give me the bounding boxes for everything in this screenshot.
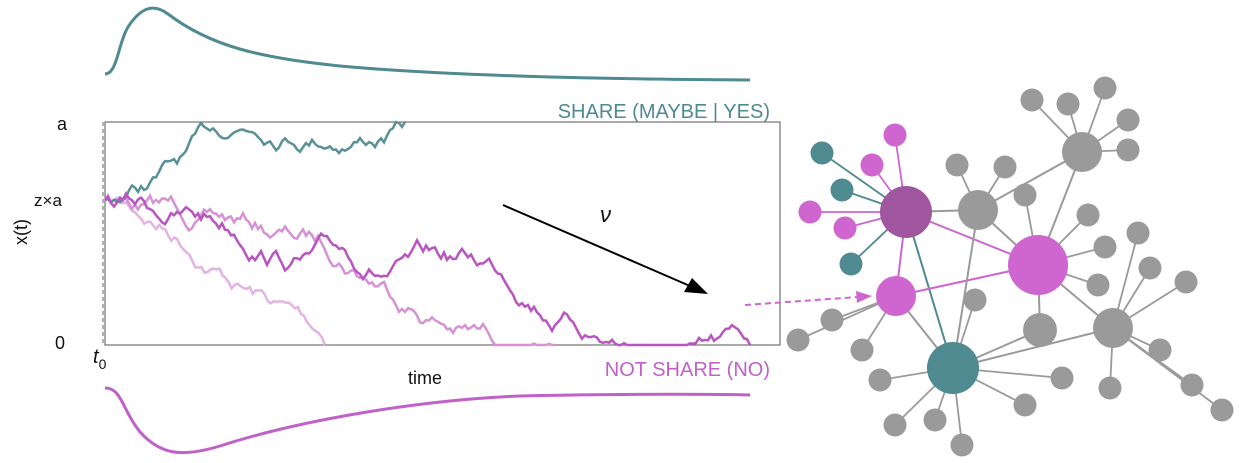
drift-label: ν [600, 202, 611, 227]
not-share-density [104, 386, 751, 455]
hub-node [876, 276, 916, 316]
start-point: z×a [34, 191, 62, 210]
node [1093, 235, 1117, 259]
y-axis-label: x(t) [11, 219, 31, 245]
node [798, 200, 822, 224]
node [923, 408, 947, 432]
walks [103, 120, 752, 347]
edge [952, 209, 979, 369]
node [810, 141, 834, 165]
node [1116, 138, 1140, 162]
share-label: SHARE (MAYBE | YES) [558, 101, 770, 123]
node [1086, 273, 1110, 297]
edge [1112, 327, 1223, 411]
walk [104, 120, 407, 205]
node [1056, 92, 1080, 116]
t0-label: t0 [93, 346, 107, 372]
edge [905, 211, 954, 369]
node [1093, 76, 1117, 100]
hub-node [927, 342, 979, 394]
node [839, 252, 863, 276]
hub-node [880, 186, 932, 238]
node [883, 413, 907, 437]
hub-node [1023, 313, 1057, 347]
node [1020, 88, 1044, 112]
node [1210, 398, 1234, 422]
node [820, 308, 844, 332]
node [993, 155, 1017, 179]
node [1013, 393, 1037, 417]
node [830, 178, 854, 202]
node [850, 338, 874, 362]
hub-node [958, 190, 998, 230]
node [945, 153, 969, 177]
node [1174, 270, 1198, 294]
node [1076, 203, 1100, 227]
node [1138, 256, 1162, 280]
x-axis-label: time [408, 368, 442, 388]
walk [104, 190, 752, 347]
node [1148, 338, 1172, 362]
node [1126, 221, 1150, 245]
edge [952, 327, 1114, 369]
node [1180, 373, 1204, 397]
node [883, 123, 907, 147]
not-share-label: NOT SHARE (NO) [605, 359, 770, 381]
node [963, 288, 987, 312]
node [1116, 108, 1140, 132]
node [868, 368, 892, 392]
node [1013, 183, 1037, 207]
share-density [104, 6, 751, 82]
hub-node [1093, 308, 1133, 348]
drift-arrow [502, 204, 691, 287]
hub-node [1062, 132, 1102, 172]
drift-arrowhead [684, 278, 708, 294]
node [833, 216, 857, 240]
link-arrowhead [856, 291, 872, 303]
lower-bound: 0 [55, 333, 65, 353]
walk [104, 192, 555, 347]
link-arrow [744, 296, 859, 306]
hub-node [1008, 235, 1068, 295]
network [786, 76, 1234, 457]
t0-base: t [93, 346, 100, 368]
node [950, 433, 974, 457]
walk [103, 192, 327, 346]
node [860, 153, 884, 177]
node [786, 328, 810, 352]
t0-sub: 0 [99, 356, 107, 372]
upper-bound: a [57, 114, 68, 134]
node [1050, 366, 1074, 390]
plot-frame [104, 121, 781, 346]
node [1098, 376, 1122, 400]
